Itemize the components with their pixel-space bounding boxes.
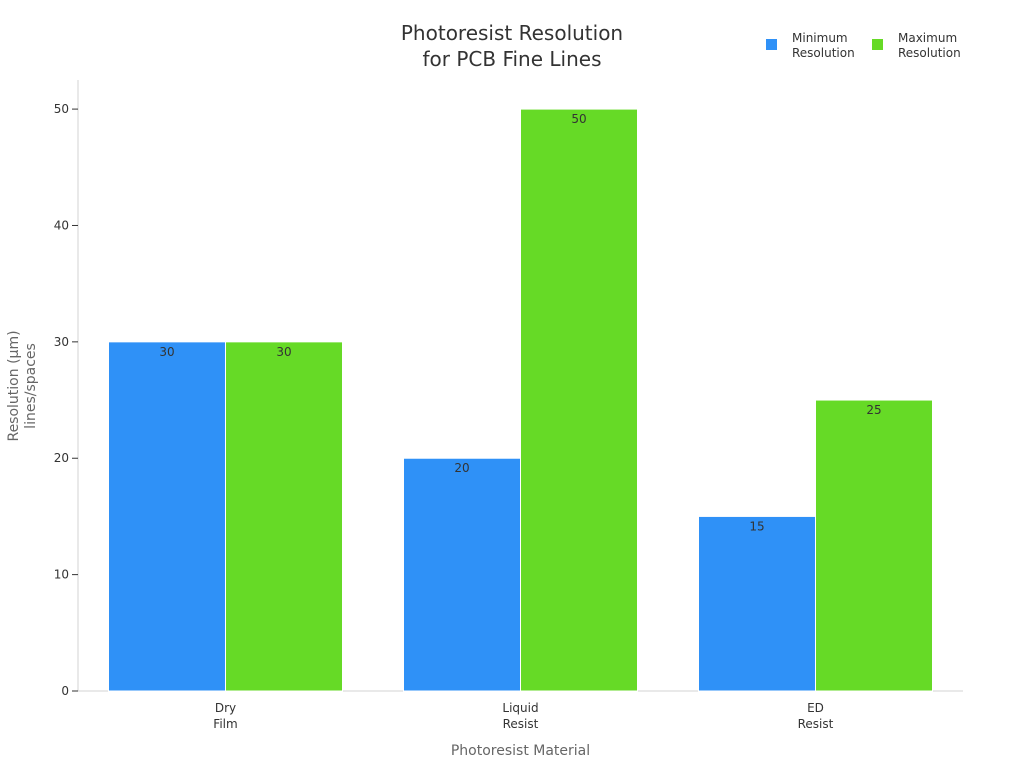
y-tick-label: 20 (54, 451, 69, 465)
x-tick-label: Resist (798, 717, 834, 731)
y-tick-label: 10 (54, 568, 69, 582)
chart-title-line: Photoresist Resolution (401, 21, 623, 45)
data-label: 30 (159, 345, 174, 359)
y-axis-title: Resolution (µm) lines/spaces (6, 330, 39, 441)
y-tick-label: 50 (54, 102, 69, 116)
bar (815, 399, 933, 692)
chart-title-line: for PCB Fine Lines (422, 47, 601, 71)
bar (403, 457, 521, 692)
y-axis-title-line: Resolution (µm) (6, 330, 22, 441)
bars (108, 108, 933, 692)
legend-swatch (766, 39, 777, 50)
data-label: 25 (866, 403, 881, 417)
x-axis-title: Photoresist Material (451, 743, 590, 759)
y-axis: 0 10 20 30 40 50 Resolution (µm) lines/spaces (6, 102, 78, 698)
y-tick-label: 40 (54, 218, 69, 232)
bar (520, 108, 638, 692)
bar (698, 515, 816, 692)
x-axis: Dry Film Liquid Resist ED Resist Photoresist M… (213, 701, 833, 759)
data-labels: 30 30 20 50 15 25 (159, 112, 881, 533)
data-label: 30 (276, 345, 291, 359)
x-tick-label: Resist (503, 717, 539, 731)
x-tick-label: Dry (215, 701, 236, 715)
bar (108, 341, 226, 692)
data-label: 50 (571, 112, 586, 126)
legend-label: Maximum (898, 31, 957, 45)
x-tick-label: ED (807, 701, 824, 715)
data-label: 20 (454, 461, 469, 475)
bar (225, 341, 343, 692)
legend-label: Resolution (792, 46, 855, 60)
y-tick-label: 30 (54, 335, 69, 349)
legend-swatch (872, 39, 883, 50)
y-axis-title-line: lines/spaces (23, 343, 39, 429)
legend-label: Minimum (792, 31, 848, 45)
data-label: 15 (749, 519, 764, 533)
y-tick-label: 0 (61, 684, 69, 698)
x-tick-label: Film (213, 717, 237, 731)
legend-label: Resolution (898, 46, 961, 60)
x-tick-label: Liquid (502, 701, 538, 715)
